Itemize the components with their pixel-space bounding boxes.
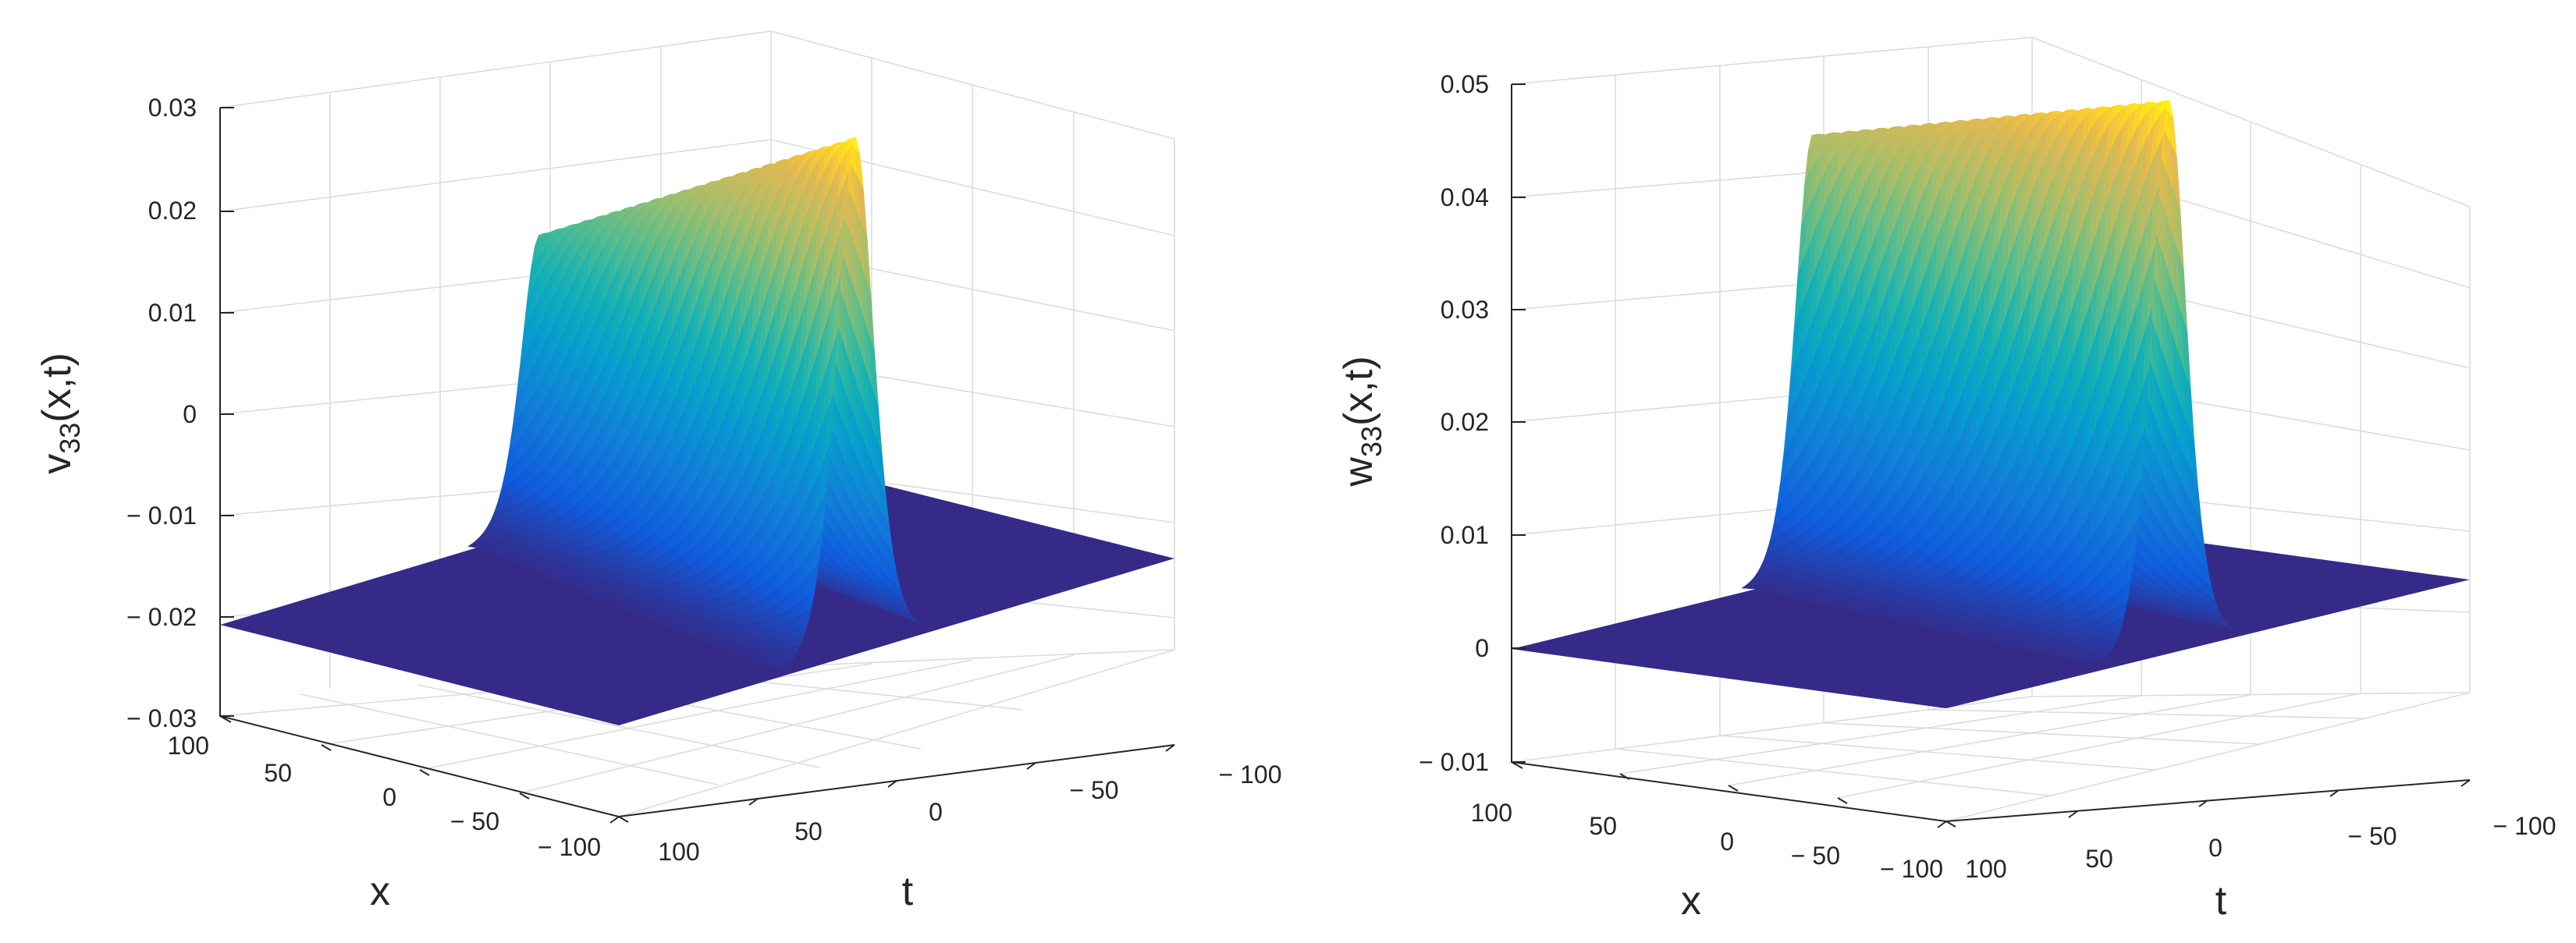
- x-tick-label: − 50: [450, 807, 499, 835]
- t-tick-label: 50: [794, 817, 823, 846]
- z-tick-label: − 0.02: [126, 603, 197, 631]
- x-tick-label: 50: [264, 759, 292, 787]
- x-tick-label: − 100: [538, 833, 601, 861]
- z-axis-label-subscript: 33: [54, 423, 86, 454]
- z-tick-label: 0.02: [148, 197, 197, 225]
- z-tick-label: − 0.01: [126, 502, 197, 530]
- z-tick-label: − 0.03: [126, 704, 197, 732]
- t-tick-label: − 100: [1219, 760, 1282, 789]
- x-tick-label: 0: [382, 783, 396, 811]
- panel-2: 0.05 0.04 0.03 0.02 0.01 0 − 0.01 100 50…: [1336, 37, 2556, 924]
- x-axis-label: x: [370, 869, 390, 914]
- t-tick-label: 0: [929, 798, 943, 826]
- x-tick-label: 100: [168, 732, 209, 760]
- z-tick-label: 0.03: [148, 94, 197, 122]
- panel-1-z-ticks: 0.03 0.02 0.01 0 − 0.01 − 0.02 − 0.03: [126, 94, 197, 732]
- panel-2-surface: [1512, 100, 2470, 709]
- t-tick-label: − 50: [1069, 776, 1118, 804]
- t-tick-label: 100: [658, 838, 699, 866]
- t-axis-label: t: [902, 869, 914, 914]
- z-axis-label-main: v: [34, 454, 80, 474]
- z-tick-label: 0.01: [148, 299, 197, 327]
- z-axis-label: v33(x,t): [34, 353, 86, 474]
- panel-1-surface: [220, 137, 1174, 725]
- z-tick-label: 0: [183, 400, 197, 428]
- panel-1: 0.03 0.02 0.01 0 − 0.01 − 0.02 − 0.03 10…: [34, 30, 1282, 914]
- z-axis-label-rest: (x,t): [34, 353, 80, 423]
